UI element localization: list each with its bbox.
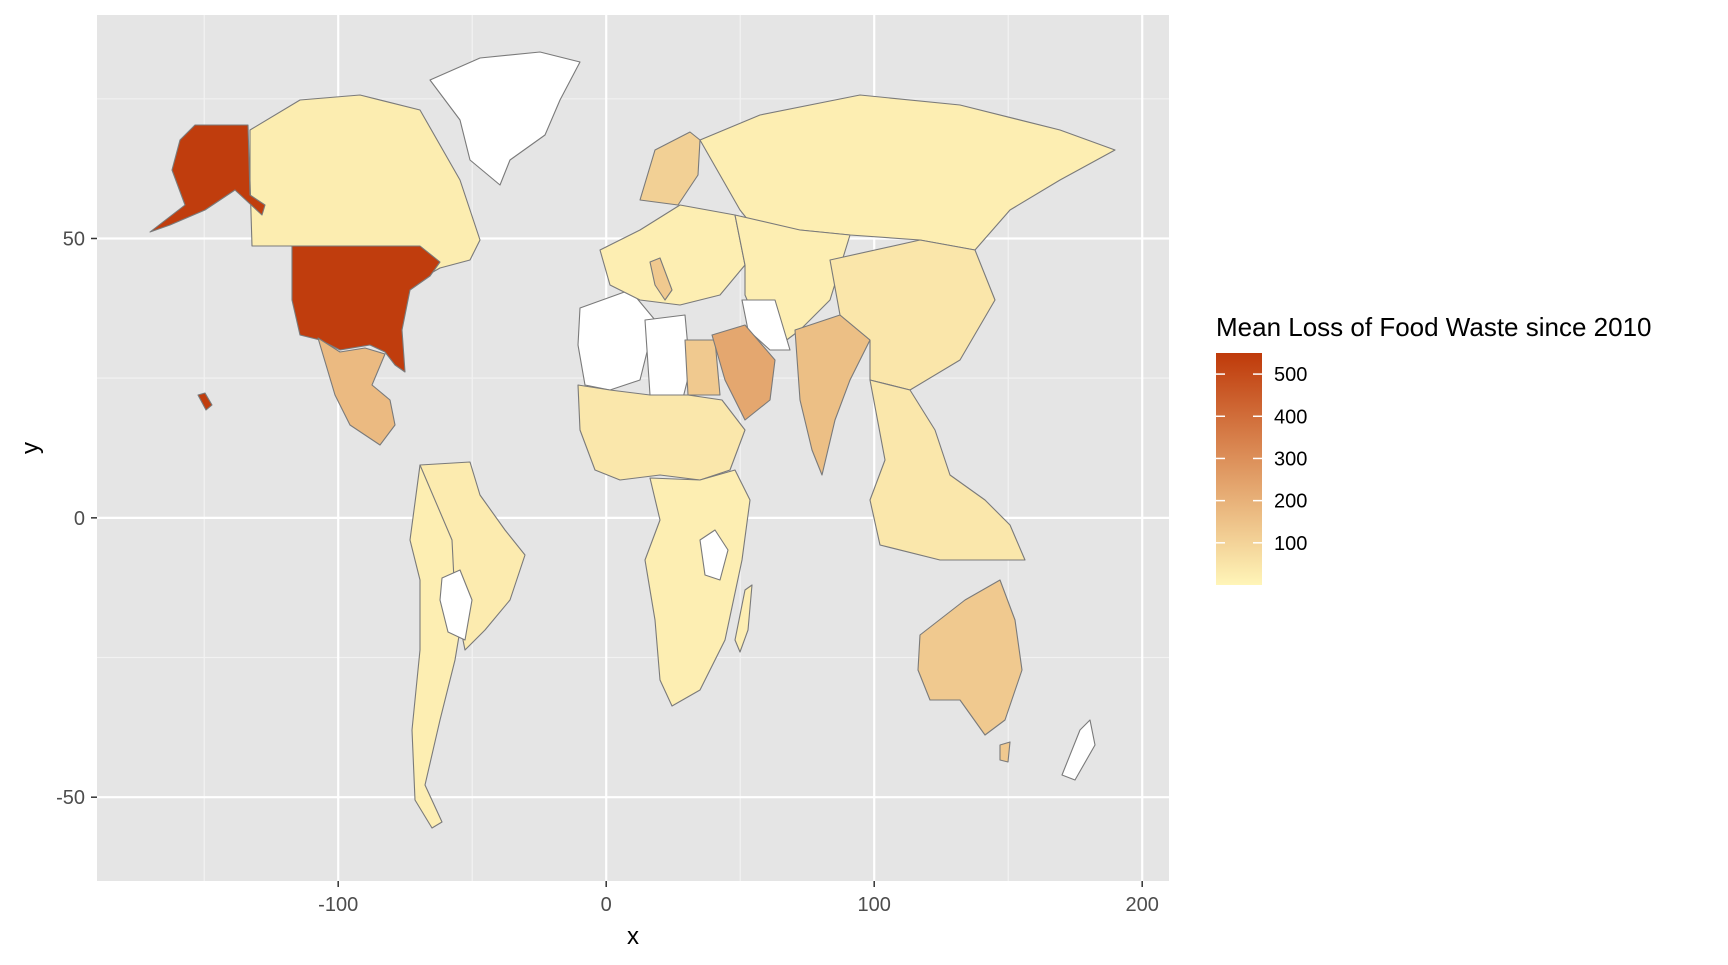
region-madagascar (734, 584, 753, 653)
region-usa (291, 245, 441, 373)
y-tick-label: 50 (63, 228, 85, 250)
region-bolivia (439, 569, 473, 641)
region-greenland (429, 51, 581, 186)
legend-break-label: 400 (1274, 406, 1307, 428)
legend-ticks: 100 200 300 400 500 (1216, 364, 1307, 555)
y-tick-label: 0 (74, 508, 85, 530)
country-layer (149, 51, 1116, 829)
region-central-south-africa (644, 469, 751, 707)
region-europe (599, 204, 746, 306)
region-iran (741, 299, 791, 351)
y-tick-label: -50 (56, 787, 85, 809)
y-axis-title: y (17, 442, 44, 454)
legend-break-label: 200 (1274, 491, 1307, 513)
region-alaska (149, 124, 266, 233)
region-china (829, 239, 996, 391)
x-tick-label: -100 (318, 894, 358, 916)
region-saudi-arabia (711, 324, 776, 421)
legend-title: Mean Loss of Food Waste since 2010 (1216, 312, 1652, 342)
region-mexico (317, 337, 396, 446)
region-west-africa (577, 384, 746, 481)
region-dr-congo (699, 529, 729, 581)
region-hawaii (197, 392, 213, 411)
y-axis-ticks: -50 0 50 (56, 228, 97, 809)
legend: Mean Loss of Food Waste since 2010 100 20… (1216, 312, 1652, 585)
legend-break-label: 300 (1274, 448, 1307, 470)
x-tick-label: 0 (601, 894, 612, 916)
legend-break-label: 100 (1274, 533, 1307, 555)
region-egypt (684, 339, 721, 396)
legend-colorbar (1216, 353, 1262, 585)
x-tick-label: 100 (858, 894, 891, 916)
region-italy (649, 257, 673, 301)
region-new-zealand (1061, 719, 1096, 781)
region-australia (917, 579, 1023, 736)
x-axis-title: x (627, 923, 639, 950)
region-southeast-asia (869, 379, 1026, 561)
region-tasmania (999, 741, 1011, 763)
legend-break-label: 500 (1274, 364, 1307, 386)
region-canada (249, 94, 481, 286)
x-tick-label: 200 (1126, 894, 1159, 916)
region-libya (644, 314, 691, 411)
x-axis-ticks: -100 0 100 200 (318, 881, 1159, 916)
